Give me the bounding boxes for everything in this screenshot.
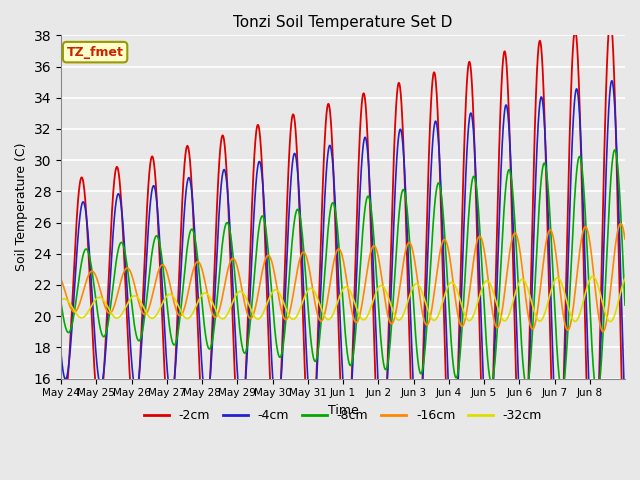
-32cm [364, 312, 372, 318]
-16cm [57, 276, 65, 282]
-32cm [621, 275, 629, 281]
-4cm [608, 78, 616, 84]
Line: -32cm: -32cm [61, 276, 625, 322]
-16cm [364, 263, 372, 269]
-32cm [174, 302, 182, 308]
-4cm [174, 324, 182, 330]
-16cm [540, 254, 548, 260]
Title: Tonzi Soil Temperature Set D: Tonzi Soil Temperature Set D [234, 15, 452, 30]
-32cm [394, 317, 402, 323]
-4cm [540, 113, 548, 119]
-2cm [607, 17, 614, 23]
-16cm [525, 319, 533, 324]
-32cm [525, 291, 533, 297]
Line: -4cm: -4cm [61, 81, 625, 463]
Text: TZ_fmet: TZ_fmet [67, 46, 124, 59]
-8cm [364, 193, 372, 199]
-8cm [621, 302, 629, 308]
-16cm [621, 236, 629, 242]
-4cm [394, 138, 402, 144]
-32cm [540, 312, 548, 318]
-8cm [498, 245, 506, 251]
-2cm [498, 77, 506, 83]
-4cm [621, 408, 629, 413]
-32cm [57, 297, 65, 303]
-8cm [593, 391, 601, 397]
-2cm [174, 300, 182, 306]
Line: -2cm: -2cm [61, 20, 625, 480]
-4cm [525, 365, 533, 371]
-16cm [599, 329, 607, 335]
X-axis label: Time: Time [328, 404, 358, 417]
-32cm [589, 274, 596, 279]
-8cm [394, 222, 402, 228]
-2cm [364, 144, 372, 149]
Line: -16cm: -16cm [61, 224, 625, 332]
-4cm [57, 350, 65, 356]
-8cm [525, 370, 533, 376]
-8cm [57, 300, 65, 306]
-4cm [364, 153, 372, 158]
Line: -8cm: -8cm [61, 150, 625, 394]
-32cm [498, 315, 506, 321]
-4cm [498, 151, 506, 157]
-32cm [607, 319, 614, 324]
-2cm [540, 98, 548, 104]
Y-axis label: Soil Temperature (C): Soil Temperature (C) [15, 143, 28, 271]
-8cm [540, 160, 548, 166]
-16cm [174, 311, 182, 317]
Legend: -2cm, -4cm, -8cm, -16cm, -32cm: -2cm, -4cm, -8cm, -16cm, -32cm [139, 404, 547, 427]
-2cm [57, 384, 65, 390]
-16cm [498, 311, 506, 316]
-2cm [394, 82, 402, 87]
-4cm [590, 460, 598, 466]
-16cm [617, 221, 625, 227]
-2cm [525, 339, 533, 345]
-8cm [174, 330, 182, 336]
-16cm [394, 296, 402, 301]
-8cm [611, 147, 618, 153]
